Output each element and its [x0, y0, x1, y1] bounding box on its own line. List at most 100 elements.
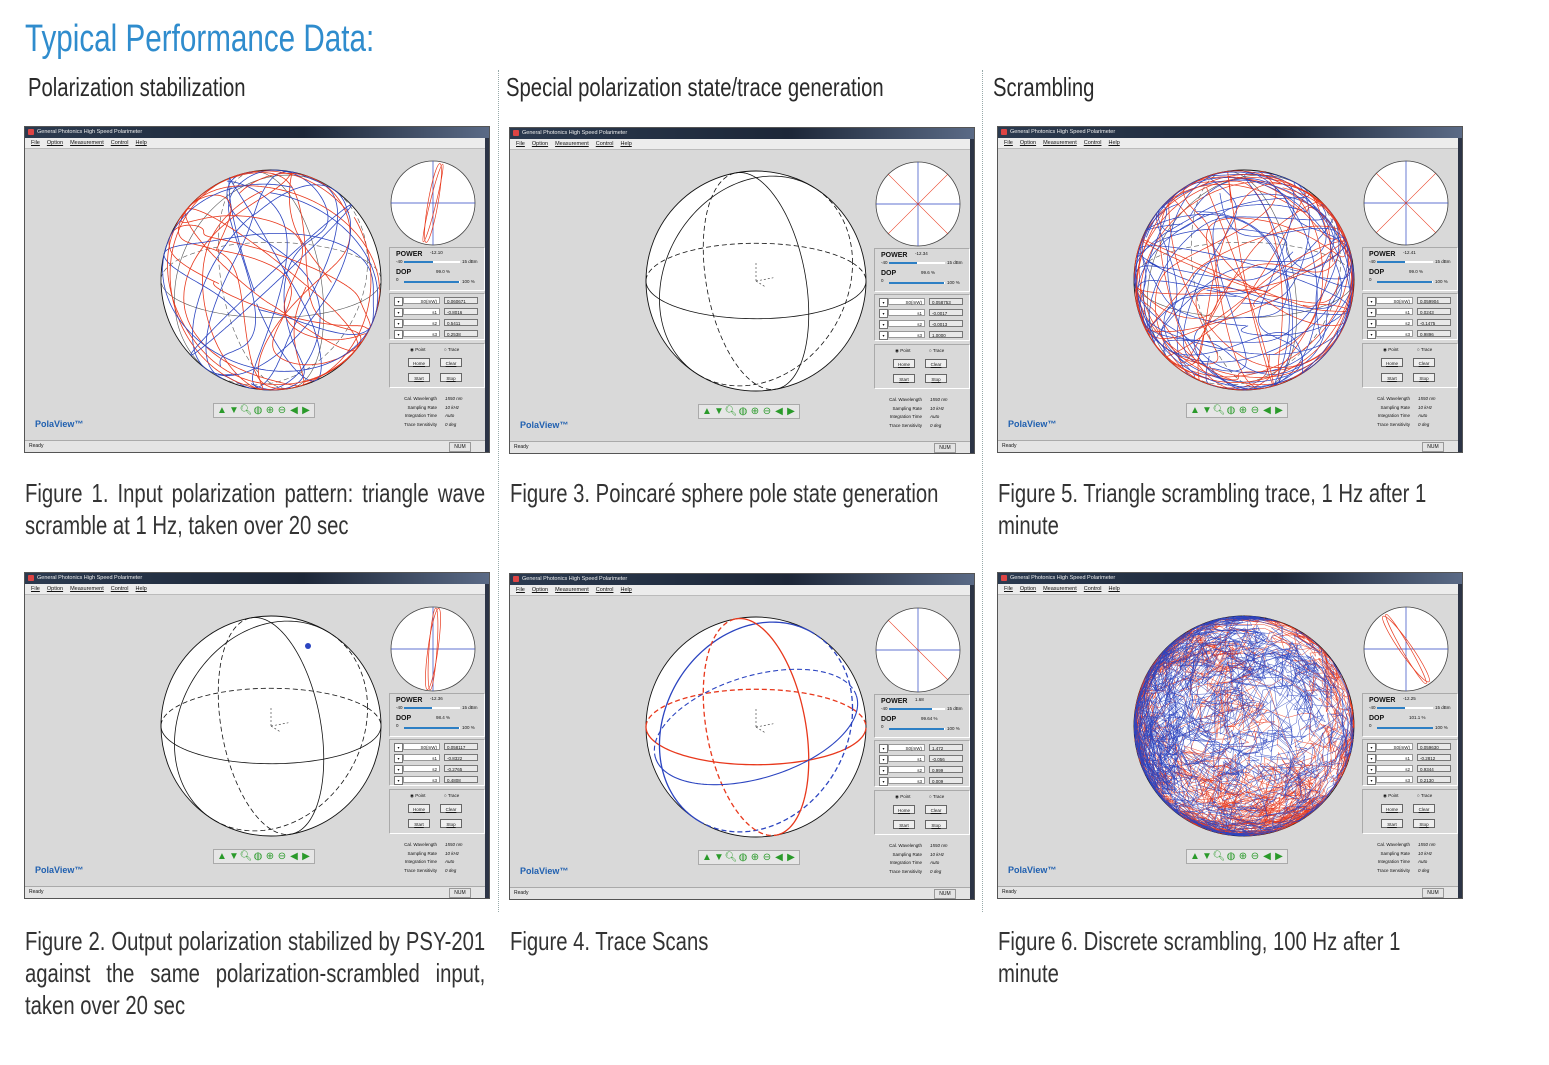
- clear-button[interactable]: Clear: [1413, 358, 1435, 367]
- zoom-out-icon[interactable]: ⊖: [277, 851, 287, 862]
- rotate-up-icon[interactable]: ▲: [1190, 851, 1200, 862]
- menu-control[interactable]: Control: [110, 140, 129, 146]
- menu-option[interactable]: Option: [531, 141, 549, 147]
- menu-file[interactable]: File: [31, 586, 40, 592]
- dropdown-button[interactable]: ▾: [879, 331, 888, 340]
- mode-trace-radio[interactable]: ○ Trace: [1417, 793, 1433, 798]
- start-button[interactable]: Start: [1381, 373, 1403, 382]
- zoom-in-icon[interactable]: ⊕: [265, 405, 275, 416]
- home-button[interactable]: Home: [408, 804, 430, 813]
- stop-button[interactable]: Stop: [440, 373, 462, 382]
- menu-option[interactable]: Option: [1019, 586, 1037, 592]
- rotate-left-icon[interactable]: ◀: [775, 406, 783, 417]
- dropdown-button[interactable]: ▾: [1367, 765, 1376, 774]
- menu-control[interactable]: Control: [1083, 140, 1102, 146]
- dropdown-button[interactable]: ▾: [394, 776, 403, 785]
- stop-button[interactable]: Stop: [440, 819, 462, 828]
- home-button[interactable]: Home: [1381, 358, 1403, 367]
- rotate-down-icon[interactable]: ▼: [714, 852, 724, 863]
- poincare-sphere[interactable]: [998, 127, 1463, 453]
- start-button[interactable]: Start: [408, 373, 430, 382]
- dropdown-button[interactable]: ▾: [879, 766, 888, 775]
- zoom-out-icon[interactable]: ⊖: [277, 405, 287, 416]
- clear-button[interactable]: Clear: [925, 805, 947, 814]
- dropdown-button[interactable]: ▾: [879, 309, 888, 318]
- rotate-left-icon[interactable]: ◀: [775, 852, 783, 863]
- menu-help[interactable]: Help: [620, 587, 632, 593]
- zoom-icon[interactable]: 🔍︎: [1212, 405, 1226, 416]
- dropdown-button[interactable]: ▾: [394, 743, 403, 752]
- rotate-up-icon[interactable]: ▲: [217, 405, 227, 416]
- dropdown-button[interactable]: ▾: [394, 297, 403, 306]
- menu-option[interactable]: Option: [531, 587, 549, 593]
- dropdown-button[interactable]: ▾: [1367, 776, 1376, 785]
- rotate-down-icon[interactable]: ▼: [714, 406, 724, 417]
- menu-option[interactable]: Option: [46, 586, 64, 592]
- stop-button[interactable]: Stop: [1413, 819, 1435, 828]
- start-button[interactable]: Start: [893, 374, 915, 383]
- poincare-sphere[interactable]: [998, 573, 1463, 899]
- clear-button[interactable]: Clear: [925, 359, 947, 368]
- menu-control[interactable]: Control: [595, 587, 614, 593]
- rotate-left-icon[interactable]: ◀: [1263, 851, 1271, 862]
- rotate-left-icon[interactable]: ◀: [290, 851, 298, 862]
- home-button[interactable]: Home: [1381, 804, 1403, 813]
- menu-file[interactable]: File: [1004, 586, 1013, 592]
- stop-button[interactable]: Stop: [1413, 373, 1435, 382]
- start-button[interactable]: Start: [1381, 819, 1403, 828]
- menu-control[interactable]: Control: [1083, 586, 1102, 592]
- menu-option[interactable]: Option: [46, 140, 64, 146]
- dropdown-button[interactable]: ▾: [394, 765, 403, 774]
- zoom-in-icon[interactable]: ⊕: [750, 406, 760, 417]
- dropdown-button[interactable]: ▾: [1367, 743, 1376, 752]
- mode-point-radio[interactable]: ◉ Point: [895, 348, 911, 353]
- poincare-sphere[interactable]: [510, 128, 975, 454]
- rotate-up-icon[interactable]: ▲: [217, 851, 227, 862]
- menu-help[interactable]: Help: [1108, 586, 1120, 592]
- mode-point-radio[interactable]: ◉ Point: [1383, 347, 1399, 352]
- zoom-in-icon[interactable]: ⊕: [1238, 405, 1248, 416]
- menu-control[interactable]: Control: [110, 586, 129, 592]
- globe-icon[interactable]: ◍: [738, 406, 748, 417]
- dropdown-button[interactable]: ▾: [1367, 754, 1376, 763]
- menu-file[interactable]: File: [516, 141, 525, 147]
- dropdown-button[interactable]: ▾: [1367, 319, 1376, 328]
- mode-trace-radio[interactable]: ○ Trace: [929, 348, 945, 353]
- menu-measurement[interactable]: Measurement: [1043, 140, 1077, 146]
- zoom-icon[interactable]: 🔍︎: [239, 851, 253, 862]
- poincare-sphere[interactable]: [25, 127, 490, 453]
- dropdown-button[interactable]: ▾: [394, 319, 403, 328]
- dropdown-button[interactable]: ▾: [1367, 330, 1376, 339]
- menu-help[interactable]: Help: [620, 141, 632, 147]
- zoom-out-icon[interactable]: ⊖: [1250, 405, 1260, 416]
- clear-button[interactable]: Clear: [440, 804, 462, 813]
- zoom-in-icon[interactable]: ⊕: [1238, 851, 1248, 862]
- menu-measurement[interactable]: Measurement: [1043, 586, 1077, 592]
- menu-file[interactable]: File: [1004, 140, 1013, 146]
- home-button[interactable]: Home: [408, 358, 430, 367]
- mode-trace-radio[interactable]: ○ Trace: [444, 347, 460, 352]
- dropdown-button[interactable]: ▾: [1367, 308, 1376, 317]
- menu-help[interactable]: Help: [135, 586, 147, 592]
- rotate-up-icon[interactable]: ▲: [702, 852, 712, 863]
- mode-point-radio[interactable]: ◉ Point: [410, 793, 426, 798]
- dropdown-button[interactable]: ▾: [879, 744, 888, 753]
- rotate-down-icon[interactable]: ▼: [229, 405, 239, 416]
- menu-measurement[interactable]: Measurement: [555, 587, 589, 593]
- poincare-sphere[interactable]: [25, 573, 490, 899]
- zoom-in-icon[interactable]: ⊕: [265, 851, 275, 862]
- menu-help[interactable]: Help: [1108, 140, 1120, 146]
- zoom-out-icon[interactable]: ⊖: [1250, 851, 1260, 862]
- globe-icon[interactable]: ◍: [1226, 405, 1236, 416]
- dropdown-button[interactable]: ▾: [879, 320, 888, 329]
- menu-help[interactable]: Help: [135, 140, 147, 146]
- menu-measurement[interactable]: Measurement: [70, 586, 104, 592]
- zoom-out-icon[interactable]: ⊖: [762, 406, 772, 417]
- dropdown-button[interactable]: ▾: [394, 754, 403, 763]
- menu-measurement[interactable]: Measurement: [70, 140, 104, 146]
- poincare-sphere[interactable]: [510, 574, 975, 900]
- rotate-right-icon[interactable]: ▶: [1275, 405, 1283, 416]
- dropdown-button[interactable]: ▾: [879, 298, 888, 307]
- menu-measurement[interactable]: Measurement: [555, 141, 589, 147]
- rotate-right-icon[interactable]: ▶: [302, 405, 310, 416]
